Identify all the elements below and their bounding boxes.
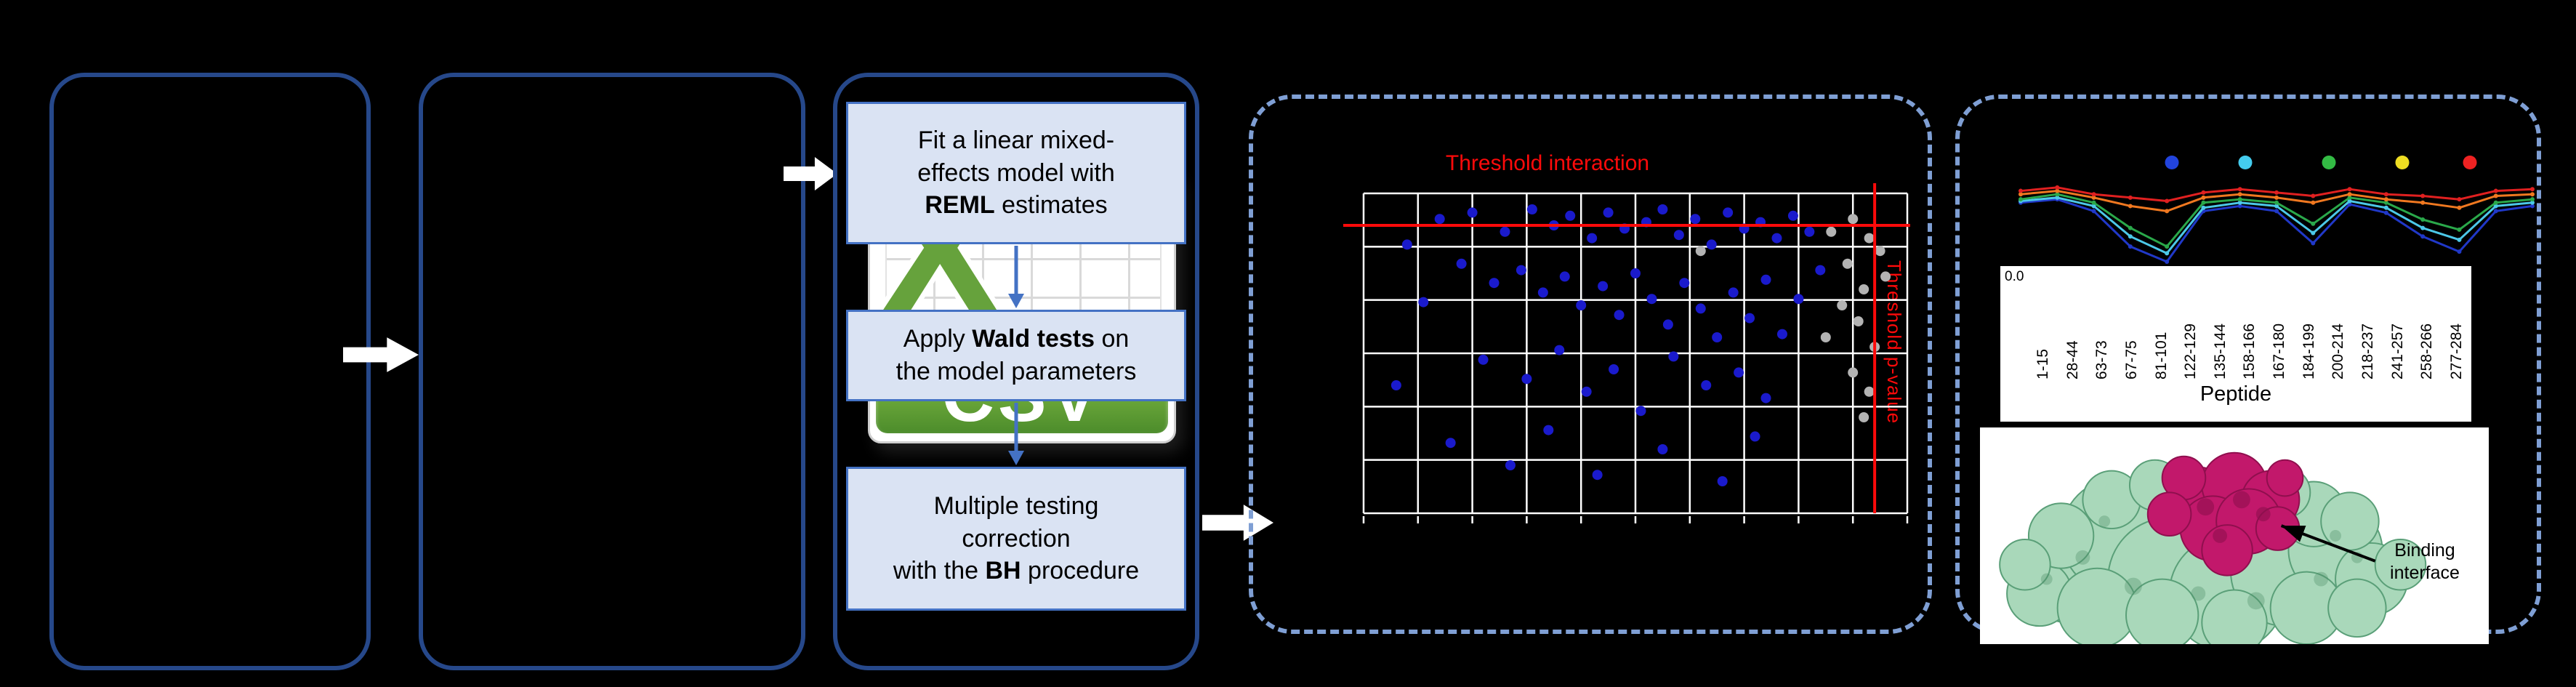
- step-box-wald: Apply Wald tests on the model parameters: [846, 310, 1186, 401]
- deuterium-uptake-chart: [2015, 173, 2538, 268]
- peptide-axis-label: 1-15: [2034, 348, 2051, 379]
- step-arrow-down-1: [1006, 246, 1026, 308]
- peptide-axis-label: 218-237: [2359, 323, 2377, 379]
- protein-structure-image: [1999, 451, 2427, 644]
- series-legend-dots: [2015, 156, 2538, 172]
- step-text-line: REML estimates: [925, 191, 1108, 220]
- step-text-line: the model parameters: [895, 358, 1137, 385]
- binding-label-line2: interface: [2390, 563, 2460, 584]
- uptake-svg: [2018, 185, 2535, 264]
- peptide-axis-label: 135-144: [2211, 323, 2229, 379]
- step-arrow-down-2: [1006, 403, 1026, 465]
- step-box-bh: Multiple testing correction with the BH pr…: [846, 467, 1186, 611]
- peptide-axis-label: 81-101: [2152, 332, 2170, 379]
- step-text-line: Multiple testing: [933, 491, 1099, 520]
- threshold-pvalue-label: Threshold p-value: [1883, 260, 1905, 425]
- binding-interface-arrow: [2280, 524, 2376, 563]
- peptide-axis-label: 122-129: [2182, 323, 2199, 379]
- scatter-svg: [1343, 183, 1910, 523]
- peptide-axis-box: 0.0 1-15 28-44 63-73 67-75 81-101 122-129 135-…: [2000, 266, 2471, 422]
- step-text-line: with the BH procedure: [893, 557, 1140, 585]
- peptide-axis-label: 184-199: [2300, 323, 2317, 379]
- peptide-axis-label: 28-44: [2064, 340, 2081, 379]
- peptide-axis-labels: 1-15 28-44 63-73 67-75 81-101 122-129 135-144 1…: [2034, 270, 2465, 379]
- peptide-axis-label: 67-75: [2122, 340, 2140, 379]
- volcano-plot-panel: [1249, 95, 1932, 634]
- binding-interface-label: Binding interface: [2365, 539, 2484, 585]
- csv-panel: X CSV: [419, 73, 1176, 670]
- series-legend-dot: [2322, 156, 2336, 169]
- binding-label-line1: Binding: [2394, 540, 2455, 561]
- y-axis-tick: 0.0: [2005, 269, 2024, 284]
- step-text-line: Apply Wald tests on: [903, 325, 1130, 353]
- peptide-axis-label: 167-180: [2271, 323, 2288, 379]
- peptide-axis-label: 158-166: [2241, 323, 2258, 379]
- series-legend-dot: [2238, 156, 2253, 169]
- protein-structure-box: Binding interface: [1980, 427, 2489, 644]
- series-legend-dot: [2395, 156, 2410, 169]
- interaction-scatter-plot: [1343, 183, 1910, 523]
- step-text-line: Fit a linear mixed-: [917, 126, 1115, 154]
- statistics-pipeline-panel: [833, 73, 1199, 670]
- peptide-axis-label: 258-266: [2418, 323, 2436, 379]
- step-text-line: effects model with: [917, 158, 1115, 187]
- x-axis-title: Peptide: [2199, 382, 2272, 406]
- threshold-interaction-label: Threshold interaction: [1445, 151, 1650, 175]
- series-legend-dot: [2463, 156, 2477, 169]
- peptide-axis-label: 277-284: [2447, 323, 2465, 379]
- input-panel: [49, 73, 371, 670]
- peptide-axis-label: 200-214: [2330, 323, 2347, 379]
- peptide-axis-label: 241-257: [2388, 323, 2406, 379]
- step-box-reml: Fit a linear mixed-effects model with REM…: [846, 102, 1186, 244]
- series-legend-dot: [2165, 156, 2179, 169]
- peptide-axis-label: 63-73: [2093, 340, 2111, 379]
- step-text-line: correction: [962, 524, 1071, 553]
